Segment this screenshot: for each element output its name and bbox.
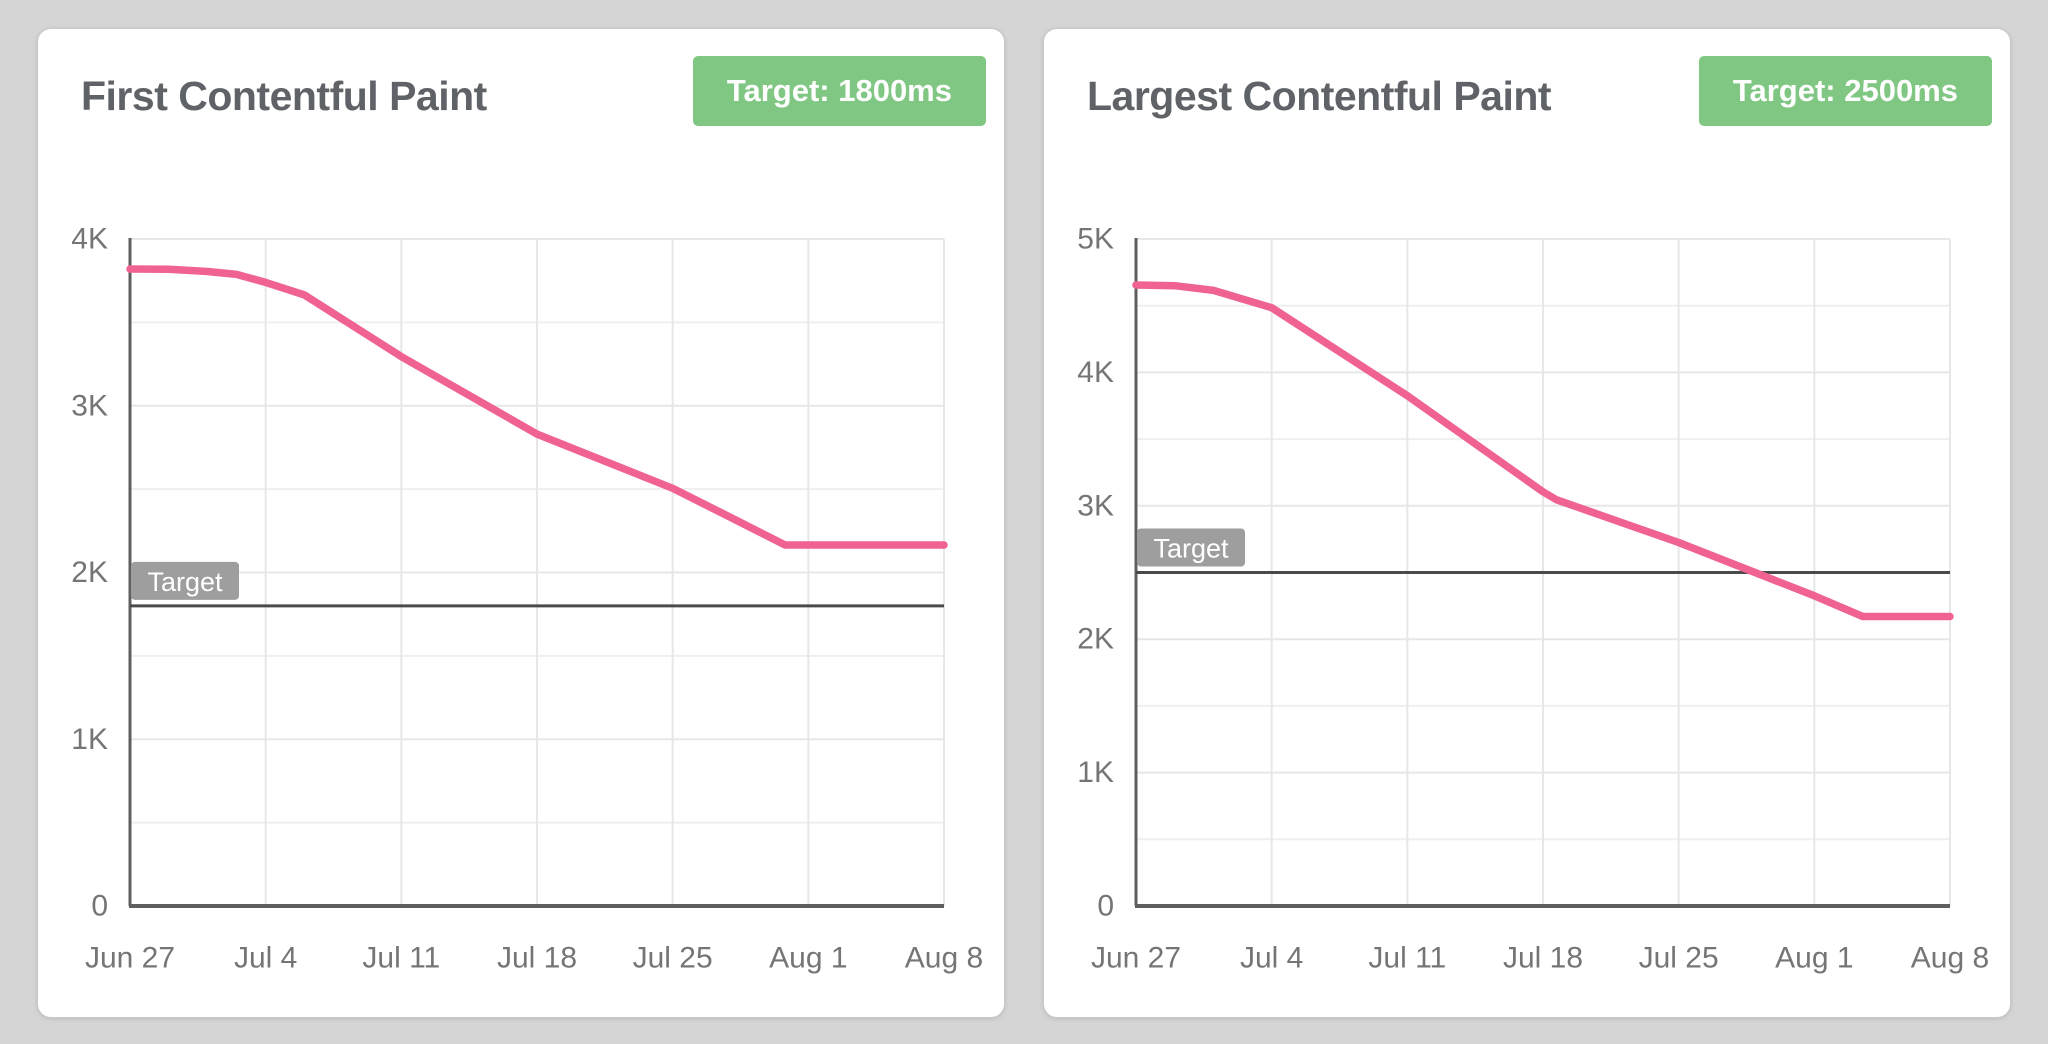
y-tick-label: 2K [1077, 623, 1114, 656]
x-tick-label: Aug 1 [769, 942, 847, 975]
fcp-card: First Contentful Paint Target: 1800ms 0 1… [37, 28, 1005, 1018]
x-tick-label: Jul 11 [362, 942, 440, 975]
y-tick-label: 0 [1097, 890, 1114, 923]
lcp-line-chart: 0 1K 2K 3K 4K 5K Jun 27 Jul 4 Jul 11 Jul 18 Jul 25… [1077, 223, 1989, 975]
target-tag-label: Target [1153, 534, 1229, 564]
metric-trend-line [126, 265, 948, 549]
target-tag [1137, 528, 1245, 567]
target-tag-label: Target [147, 567, 223, 597]
target-tag [131, 561, 239, 600]
x-tick-label: Jul 4 [234, 942, 297, 975]
x-tick-label: Jun 27 [85, 942, 175, 975]
x-tick-label: Jul 4 [1240, 942, 1303, 975]
target-badge-fcp: Target: 1800ms [692, 56, 986, 126]
x-tick-label: Jul 18 [497, 942, 577, 975]
y-tick-label: 3K [71, 389, 108, 422]
metric-trend-line [1132, 281, 1954, 621]
y-tick-label: 1K [1077, 756, 1114, 789]
x-tick-label: Jul 25 [1639, 942, 1719, 975]
x-tick-label: Aug 8 [1911, 942, 1989, 975]
y-tick-label: 3K [1077, 489, 1114, 522]
y-tick-label: 1K [71, 723, 108, 756]
y-tick-label: 0 [91, 890, 108, 923]
chart-title-lcp: Largest Contentful Paint [1087, 73, 1552, 119]
y-tick-label: 2K [71, 556, 108, 589]
chart-title-fcp: First Contentful Paint [81, 73, 487, 119]
x-tick-label: Jul 18 [1503, 942, 1583, 975]
target-badge-lcp: Target: 2500ms [1698, 56, 1992, 126]
x-tick-label: Jul 25 [633, 942, 713, 975]
y-tick-label: 4K [71, 223, 108, 256]
lcp-card: Largest Contentful Paint Target: 2500ms … [1043, 28, 2011, 1018]
x-tick-label: Jul 11 [1368, 942, 1446, 975]
x-tick-label: Aug 1 [1775, 942, 1853, 975]
x-tick-label: Aug 8 [905, 942, 983, 975]
x-tick-label: Jun 27 [1091, 942, 1181, 975]
y-tick-label: 4K [1077, 356, 1114, 389]
fcp-line-chart: 0 1K 2K 3K 4K Jun 27 Jul 4 Jul 11 Jul 18 Jul 25 Au… [71, 223, 983, 975]
y-tick-label: 5K [1077, 223, 1114, 256]
